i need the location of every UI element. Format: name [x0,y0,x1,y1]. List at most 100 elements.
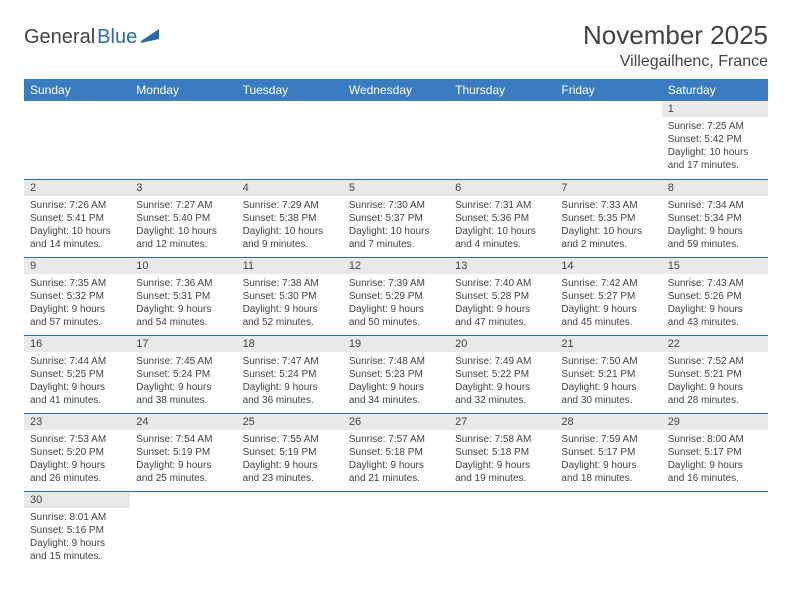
calendar-cell: 9Sunrise: 7:35 AMSunset: 5:32 PMDaylight… [24,257,130,335]
calendar-cell: 15Sunrise: 7:43 AMSunset: 5:26 PMDayligh… [662,257,768,335]
sunrise-text: Sunrise: 7:58 AM [455,433,549,446]
calendar-cell: 12Sunrise: 7:39 AMSunset: 5:29 PMDayligh… [343,257,449,335]
sunset-text: Sunset: 5:17 PM [668,446,762,459]
calendar-cell: 4Sunrise: 7:29 AMSunset: 5:38 PMDaylight… [237,179,343,257]
calendar-cell [449,491,555,569]
sunset-text: Sunset: 5:38 PM [243,212,337,225]
day-body: Sunrise: 7:35 AMSunset: 5:32 PMDaylight:… [24,274,130,333]
sunset-text: Sunset: 5:41 PM [30,212,124,225]
calendar-cell: 2Sunrise: 7:26 AMSunset: 5:41 PMDaylight… [24,179,130,257]
calendar-page: General Blue November 2025 Villegailhenc… [0,0,792,569]
sunset-text: Sunset: 5:36 PM [455,212,549,225]
sunrise-text: Sunrise: 7:50 AM [561,355,655,368]
calendar-cell: 8Sunrise: 7:34 AMSunset: 5:34 PMDaylight… [662,179,768,257]
sunrise-text: Sunrise: 7:35 AM [30,277,124,290]
calendar-cell: 26Sunrise: 7:57 AMSunset: 5:18 PMDayligh… [343,413,449,491]
day-number: 28 [555,414,661,430]
calendar-week: 9Sunrise: 7:35 AMSunset: 5:32 PMDaylight… [24,257,768,335]
sunrise-text: Sunrise: 7:30 AM [349,199,443,212]
day-number: 16 [24,336,130,352]
day-body: Sunrise: 7:52 AMSunset: 5:21 PMDaylight:… [662,352,768,411]
day-number: 20 [449,336,555,352]
day-number: 1 [662,101,768,117]
day-body: Sunrise: 7:33 AMSunset: 5:35 PMDaylight:… [555,196,661,255]
sunrise-text: Sunrise: 7:55 AM [243,433,337,446]
calendar-cell: 25Sunrise: 7:55 AMSunset: 5:19 PMDayligh… [237,413,343,491]
day-number: 6 [449,180,555,196]
day-body: Sunrise: 7:47 AMSunset: 5:24 PMDaylight:… [237,352,343,411]
sunset-text: Sunset: 5:19 PM [136,446,230,459]
sunset-text: Sunset: 5:17 PM [561,446,655,459]
calendar-cell: 24Sunrise: 7:54 AMSunset: 5:19 PMDayligh… [130,413,236,491]
sunrise-text: Sunrise: 7:54 AM [136,433,230,446]
sunset-text: Sunset: 5:31 PM [136,290,230,303]
daylight-text: Daylight: 9 hours and 34 minutes. [349,381,443,407]
sunset-text: Sunset: 5:16 PM [30,524,124,537]
day-number: 2 [24,180,130,196]
sunset-text: Sunset: 5:20 PM [30,446,124,459]
daylight-text: Daylight: 9 hours and 47 minutes. [455,303,549,329]
day-body: Sunrise: 7:40 AMSunset: 5:28 PMDaylight:… [449,274,555,333]
day-number: 9 [24,258,130,274]
calendar-week: 1Sunrise: 7:25 AMSunset: 5:42 PMDaylight… [24,101,768,179]
calendar-week: 16Sunrise: 7:44 AMSunset: 5:25 PMDayligh… [24,335,768,413]
sunset-text: Sunset: 5:34 PM [668,212,762,225]
daylight-text: Daylight: 9 hours and 32 minutes. [455,381,549,407]
day-body: Sunrise: 7:43 AMSunset: 5:26 PMDaylight:… [662,274,768,333]
calendar-cell [130,101,236,179]
sunset-text: Sunset: 5:24 PM [243,368,337,381]
day-body: Sunrise: 7:30 AMSunset: 5:37 PMDaylight:… [343,196,449,255]
day-body: Sunrise: 7:34 AMSunset: 5:34 PMDaylight:… [662,196,768,255]
calendar-cell: 11Sunrise: 7:38 AMSunset: 5:30 PMDayligh… [237,257,343,335]
sunset-text: Sunset: 5:30 PM [243,290,337,303]
sunset-text: Sunset: 5:35 PM [561,212,655,225]
calendar-cell: 5Sunrise: 7:30 AMSunset: 5:37 PMDaylight… [343,179,449,257]
day-number: 12 [343,258,449,274]
sunrise-text: Sunrise: 7:29 AM [243,199,337,212]
day-number: 18 [237,336,343,352]
day-number: 17 [130,336,236,352]
sunset-text: Sunset: 5:40 PM [136,212,230,225]
day-number: 15 [662,258,768,274]
sunset-text: Sunset: 5:21 PM [668,368,762,381]
day-body: Sunrise: 7:27 AMSunset: 5:40 PMDaylight:… [130,196,236,255]
day-body: Sunrise: 7:29 AMSunset: 5:38 PMDaylight:… [237,196,343,255]
month-title: November 2025 [583,20,768,51]
calendar-cell: 7Sunrise: 7:33 AMSunset: 5:35 PMDaylight… [555,179,661,257]
sunrise-text: Sunrise: 7:33 AM [561,199,655,212]
weekday-header: Wednesday [343,79,449,101]
sunset-text: Sunset: 5:21 PM [561,368,655,381]
daylight-text: Daylight: 9 hours and 59 minutes. [668,225,762,251]
sunset-text: Sunset: 5:26 PM [668,290,762,303]
sunrise-text: Sunrise: 7:38 AM [243,277,337,290]
calendar-cell [130,491,236,569]
daylight-text: Daylight: 9 hours and 15 minutes. [30,537,124,563]
calendar-grid: SundayMondayTuesdayWednesdayThursdayFrid… [24,79,768,569]
day-body: Sunrise: 7:42 AMSunset: 5:27 PMDaylight:… [555,274,661,333]
day-body: Sunrise: 7:31 AMSunset: 5:36 PMDaylight:… [449,196,555,255]
calendar-cell [24,101,130,179]
calendar-cell: 3Sunrise: 7:27 AMSunset: 5:40 PMDaylight… [130,179,236,257]
daylight-text: Daylight: 9 hours and 23 minutes. [243,459,337,485]
day-body: Sunrise: 7:57 AMSunset: 5:18 PMDaylight:… [343,430,449,489]
calendar-cell: 18Sunrise: 7:47 AMSunset: 5:24 PMDayligh… [237,335,343,413]
daylight-text: Daylight: 9 hours and 28 minutes. [668,381,762,407]
sunrise-text: Sunrise: 8:00 AM [668,433,762,446]
calendar-body: 1Sunrise: 7:25 AMSunset: 5:42 PMDaylight… [24,101,768,569]
day-body: Sunrise: 7:54 AMSunset: 5:19 PMDaylight:… [130,430,236,489]
day-body: Sunrise: 7:25 AMSunset: 5:42 PMDaylight:… [662,117,768,176]
daylight-text: Daylight: 9 hours and 52 minutes. [243,303,337,329]
day-number: 24 [130,414,236,430]
logo: General Blue [24,20,161,49]
calendar-cell [237,491,343,569]
daylight-text: Daylight: 9 hours and 36 minutes. [243,381,337,407]
day-number: 30 [24,492,130,508]
calendar-week: 30Sunrise: 8:01 AMSunset: 5:16 PMDayligh… [24,491,768,569]
calendar-cell: 10Sunrise: 7:36 AMSunset: 5:31 PMDayligh… [130,257,236,335]
sunrise-text: Sunrise: 7:59 AM [561,433,655,446]
day-number: 25 [237,414,343,430]
calendar-cell: 14Sunrise: 7:42 AMSunset: 5:27 PMDayligh… [555,257,661,335]
sunrise-text: Sunrise: 7:26 AM [30,199,124,212]
day-body: Sunrise: 7:36 AMSunset: 5:31 PMDaylight:… [130,274,236,333]
sunrise-text: Sunrise: 7:53 AM [30,433,124,446]
